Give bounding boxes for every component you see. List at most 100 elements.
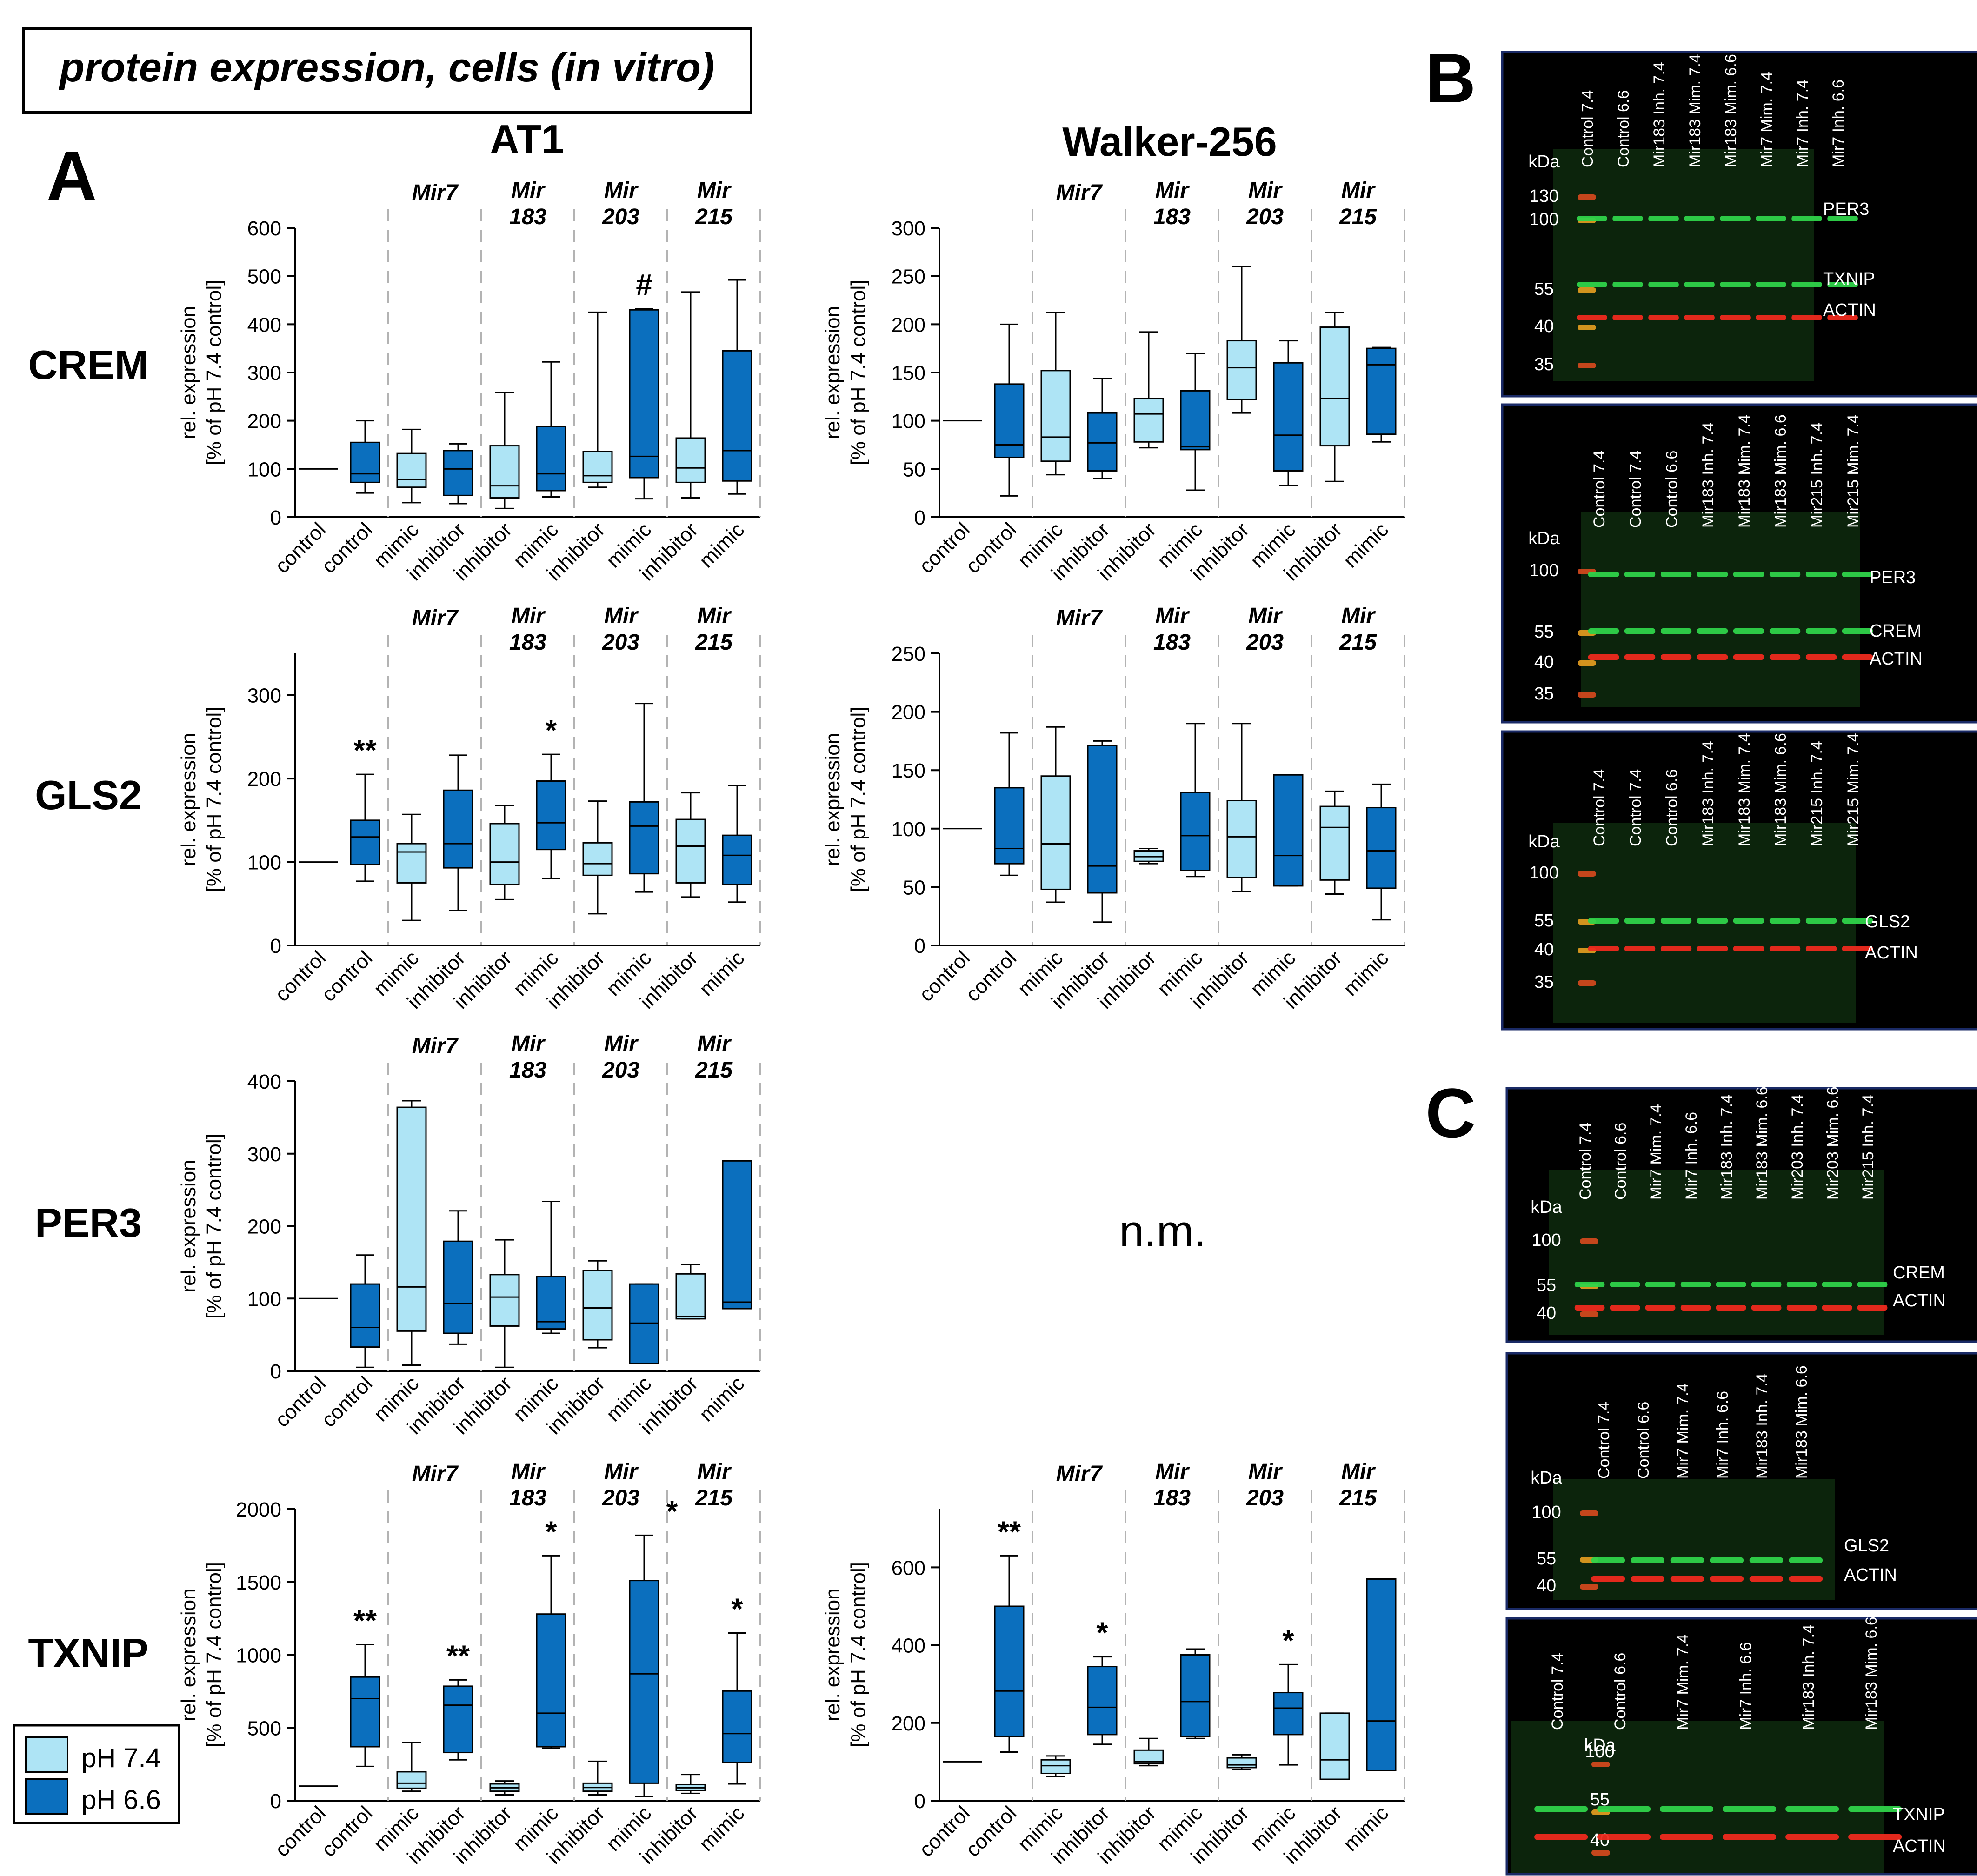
lane-label: Control 7.4 — [1591, 451, 1608, 528]
significance-mark: ** — [446, 1639, 470, 1672]
box-iqr — [443, 1240, 473, 1334]
group-label-top: Mir — [697, 1031, 732, 1056]
band — [1610, 1305, 1640, 1311]
ladder-band — [1578, 287, 1596, 293]
band-label: TXNIP — [1893, 1805, 1945, 1824]
kda-marker: 40 — [1537, 1304, 1556, 1323]
box-4 — [489, 392, 520, 509]
box-6 — [582, 311, 613, 488]
group-label-top: Mir — [1155, 178, 1190, 203]
lane-label: Control 6.6 — [1615, 90, 1632, 167]
band — [1710, 1576, 1744, 1582]
band — [1588, 946, 1619, 951]
group-label-bottom: 203 — [602, 1486, 639, 1510]
kda-marker: 130 — [1529, 186, 1558, 206]
lane-label: Mir183 Inh. 7.4 — [1718, 1094, 1736, 1200]
band — [1588, 572, 1619, 577]
group-label-top: Mir7 — [412, 1462, 459, 1486]
box-iqr — [1366, 347, 1397, 435]
band — [1789, 1557, 1823, 1563]
y-axis-label: rel. expression — [821, 306, 844, 439]
lane-label: Mir183 Inh. 7.4 — [1699, 422, 1717, 528]
band — [1624, 572, 1656, 577]
lane-label: Mir7 Inh. 6.6 — [1683, 1112, 1700, 1200]
box-iqr — [675, 437, 706, 483]
band — [1733, 946, 1764, 951]
band-row-gls2 — [1591, 1557, 1823, 1563]
group-label-top: Mir — [1341, 1459, 1376, 1484]
band — [1756, 282, 1786, 287]
box-iqr — [1180, 390, 1211, 451]
band — [1648, 216, 1679, 221]
group-label-top: Mir — [511, 1031, 546, 1056]
col-header-at1: AT1 — [490, 116, 564, 162]
y-tick-label: 200 — [247, 768, 281, 791]
box-8 — [675, 792, 706, 898]
blot-c2: Control 7.4 Control 6.6 Mir7 Mim. 7.4 Mir7 … — [1505, 1352, 1977, 1610]
band — [1848, 1806, 1902, 1812]
group-label-bottom: 183 — [509, 1058, 546, 1083]
band-label: PER3 — [1823, 200, 1869, 219]
band-label: ACTIN — [1844, 1565, 1897, 1585]
band — [1827, 216, 1858, 221]
lane-label: Control 7.4 — [1579, 90, 1597, 167]
lane-label: Control 7.4 — [1627, 451, 1644, 528]
band — [1805, 654, 1837, 660]
box-7 — [1273, 774, 1304, 887]
box-iqr — [1226, 1757, 1257, 1769]
group-label-top: Mir — [511, 604, 546, 628]
box-iqr — [489, 445, 520, 499]
legend-swatch-ph74 — [25, 1736, 68, 1773]
band — [1660, 628, 1692, 634]
box-iqr — [1087, 1666, 1118, 1736]
group-label-bottom: 215 — [695, 630, 733, 655]
lane-label: Control 7.4 — [1577, 1123, 1594, 1200]
lane-label: Mir183 Mim. 6.6 — [1753, 1086, 1771, 1200]
band — [1749, 1576, 1783, 1582]
y-tick-label: 600 — [892, 1557, 925, 1579]
y-tick-label: 0 — [270, 935, 281, 958]
box-3 — [443, 1210, 473, 1345]
y-tick-label: 50 — [903, 458, 925, 481]
lane-label: Mir7 Mim. 7.4 — [1674, 1383, 1692, 1479]
band — [1842, 572, 1873, 577]
band-label: CREM — [1870, 621, 1922, 641]
y-tick-label: 2000 — [236, 1498, 281, 1521]
box-iqr — [582, 451, 613, 483]
box-4 — [1133, 1737, 1164, 1767]
y-tick-label: 500 — [247, 1717, 281, 1740]
kda-marker: 55 — [1537, 1549, 1556, 1569]
box-iqr — [443, 1685, 473, 1754]
kda-title: kDa — [1528, 529, 1560, 548]
box-7 — [629, 308, 659, 500]
box-iqr — [582, 1270, 613, 1341]
box-1 — [350, 1254, 380, 1368]
row-label-crem: CREM — [28, 342, 148, 388]
significance-mark: * — [732, 1592, 743, 1625]
band-row-actin — [1591, 1576, 1823, 1582]
band — [1534, 1806, 1588, 1812]
band — [1751, 1282, 1782, 1287]
lane-label: Control 7.4 — [1549, 1653, 1566, 1730]
box-iqr — [1273, 1692, 1304, 1736]
box-5 — [1180, 353, 1211, 491]
box-iqr — [489, 823, 520, 885]
band — [1645, 1282, 1676, 1287]
box-iqr — [722, 834, 752, 885]
group-label-bottom: 183 — [1153, 205, 1191, 229]
box-6 — [582, 1260, 613, 1349]
y-axis-label: rel. expression — [177, 1159, 200, 1292]
y-tick-label: 0 — [914, 506, 925, 529]
ladder-band — [1591, 1762, 1610, 1767]
band-label: CREM — [1893, 1263, 1945, 1283]
box-iqr — [994, 787, 1025, 865]
lane-label: Mir183 Mim. 6.6 — [1772, 733, 1790, 846]
band — [1769, 946, 1801, 951]
box-iqr — [1133, 398, 1164, 443]
box-5 — [536, 1555, 566, 1749]
box-7 — [1273, 1663, 1304, 1766]
y-axis-label-2: [% of pH 7.4 control] — [203, 1562, 226, 1748]
box-iqr — [582, 842, 613, 876]
band — [1785, 1806, 1839, 1812]
band-label: PER3 — [1870, 568, 1916, 587]
